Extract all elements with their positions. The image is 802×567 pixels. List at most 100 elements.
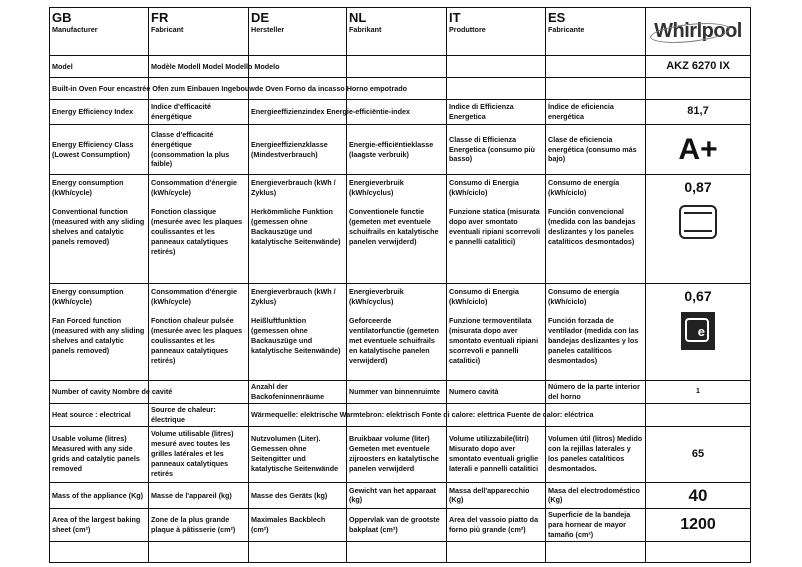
value-text: 1200 — [680, 516, 716, 534]
table-cell: Consumo de energía (kWh/ciclo) Función co… — [545, 174, 646, 284]
table-cell: Energieverbruik (kWh/cyclus) Geforceerde … — [346, 283, 447, 381]
table-cell — [545, 541, 646, 564]
value-cell: 0,67 e — [645, 283, 751, 381]
cell-text: Fonction chaleur pulsée (mesurée avec le… — [151, 315, 243, 365]
table-cell: Energieverbrauch (kWh / Zyklus) Herkömmli… — [248, 174, 347, 284]
cell-text: Model — [52, 61, 73, 71]
cell-text: Massa dell'apparecchio (Kg) — [449, 485, 530, 505]
table-cell: Masse des Geräts (kg) — [248, 481, 347, 510]
table-row: Model Modèle Modell Model Modello Modelo A… — [49, 55, 751, 78]
cell-text: Nummer van binnenruimte — [349, 386, 441, 396]
cell-text: Superficie de la bandeja para hornear de… — [548, 510, 631, 540]
value-cell: AKZ 6270 IX — [645, 55, 751, 78]
cell-text: Conventional function (measured with any… — [52, 206, 145, 246]
table-cell: Consumo de energía (kWh/ciclo) Función fo… — [545, 283, 646, 381]
value-text: 81,7 — [687, 105, 709, 118]
manufacturer-label: Fabricant — [151, 25, 184, 35]
cell-text: Numero cavità — [449, 386, 499, 396]
header-cell-gb: GB Manufacturer — [49, 7, 149, 56]
table-cell — [346, 541, 447, 564]
cell-text: Volume utilisable (litres) mesuré avec t… — [151, 429, 234, 479]
table-cell: Usable volume (litres) Measured with any… — [49, 425, 149, 483]
table-cell: Consumo di Energia (kWh/ciclo) Funzione s… — [446, 174, 546, 284]
table-cell: Indice di Efficienza Energetica — [446, 99, 546, 125]
table-cell: Massa dell'apparecchio (Kg) — [446, 481, 546, 510]
cell-text: Funzione termoventilata (misurata dopo a… — [449, 315, 539, 365]
table-cell: Number of cavity Nombre de cavité — [49, 380, 173, 404]
table-cell: Model — [49, 55, 149, 78]
cell-text: Bruikbaar volume (liter) Gemeten met eve… — [349, 434, 439, 474]
table-cell — [446, 55, 546, 78]
cell-text: Fan Forced function (measured with any s… — [52, 315, 145, 355]
table-cell: Energieverbrauch (kWh / Zyklus) Heißluftf… — [248, 283, 347, 381]
table-cell: Built-in Oven Four encastrée Ofen zum Ei… — [49, 77, 407, 100]
cell-text: Number of cavity Nombre de cavité — [52, 386, 173, 396]
table-cell: Zone de la plus grande plaque à pâtisser… — [148, 508, 249, 543]
value-cell: 81,7 — [645, 99, 751, 125]
table-row: Mass of the appliance (Kg) Masse de l'app… — [49, 481, 751, 510]
table-cell: Nutzvolumen (Liter). Gemessen ohne Seite… — [248, 425, 347, 483]
table-cell: Energie-efficiëntieklasse (laagste verbr… — [346, 124, 447, 175]
value-cell: 0,87 — [645, 174, 751, 284]
cell-text: Indice di Efficienza Energetica — [449, 102, 514, 121]
cell-text: Maximales Backblech (cm²) — [251, 515, 326, 535]
table-cell — [545, 55, 646, 78]
cell-text: Wärmequelle: elektrische Warmtebron: ele… — [251, 409, 594, 419]
language-code: GB — [52, 10, 72, 25]
table-cell: Energieverbruik (kWh/cyclus) Conventionel… — [346, 174, 447, 284]
language-code: NL — [349, 10, 367, 25]
value-cell — [645, 77, 751, 100]
cell-text: Energieverbrauch (kWh / Zyklus) — [251, 287, 336, 306]
table-cell: Classe d'efficacité énergétique (consomm… — [148, 124, 249, 175]
value-cell — [645, 541, 751, 564]
cell-text: Oppervlak van de grootste bakplaat (cm²) — [349, 515, 440, 535]
cell-text: Consumo di Energia (kWh/ciclo) — [449, 178, 519, 197]
manufacturer-label: Fabrikant — [349, 25, 382, 35]
table-cell: Indice d'efficacité énergétique — [148, 99, 249, 125]
conventional-oven-icon — [679, 205, 717, 240]
cell-text: Consommation d'énergie (kWh/cycle) — [151, 178, 237, 197]
cell-text: Energieverbruik (kWh/cyclus) — [349, 287, 404, 306]
cell-text: Energieeffizienzindex Energie-efficiënti… — [251, 107, 410, 117]
table-cell — [446, 77, 546, 100]
language-code: IT — [449, 10, 461, 25]
table-cell — [346, 55, 447, 78]
cell-text: Nutzvolumen (Liter). Gemessen ohne Seite… — [251, 434, 339, 474]
table-cell: Consommation d'énergie (kWh/cycle) Foncti… — [148, 283, 249, 381]
value-cell: 1200 — [645, 508, 751, 543]
cell-text: Masse des Geräts (kg) — [251, 490, 328, 500]
cell-text: Masse de l'appareil (kg) — [151, 490, 232, 500]
table-cell: Masse de l'appareil (kg) — [148, 481, 249, 510]
cell-text: Energy Efficiency Class (Lowest Consumpt… — [52, 139, 134, 159]
table-cell: Nummer van binnenruimte — [346, 380, 447, 404]
table-row: Usable volume (litres) Measured with any… — [49, 425, 751, 483]
table-cell: Energieeffizienzklasse (Mindestverbrauch… — [248, 124, 347, 175]
table-cell — [545, 77, 646, 100]
cell-text: Fonction classique (mesurée avec les pla… — [151, 206, 243, 256]
table-cell: Heat source : electrical — [49, 402, 149, 427]
value-cell: 65 — [645, 425, 751, 483]
header-cell-es: ES Fabricante — [545, 7, 646, 56]
cell-text: Heißluftfunktion (gemessen ohne Backausz… — [251, 315, 341, 355]
cell-text: Geforceerde ventilatorfunctie (gemeten m… — [349, 315, 439, 365]
table-cell: Wärmequelle: elektrische Warmtebron: ele… — [248, 402, 594, 427]
table-cell: Masa del electrodoméstico (Kg) — [545, 481, 646, 510]
cell-text: Energieverbrauch (kWh / Zyklus) — [251, 178, 336, 197]
fan-e-glyph: e — [685, 318, 709, 343]
whirlpool-logo: Whirlpool — [654, 18, 742, 46]
value-cell: 40 — [645, 481, 751, 510]
cell-text: Gewicht van het apparaat (kg) — [349, 485, 437, 505]
table-cell: Mass of the appliance (Kg) — [49, 481, 149, 510]
cell-text: Classe d'efficacité énergétique (consomm… — [151, 129, 230, 169]
header-cell-nl: NL Fabrikant — [346, 7, 447, 56]
table-cell: Anzahl der Backofeninnenräume — [248, 380, 347, 404]
cell-text: Energie-efficiëntieklasse (laagste verbr… — [349, 139, 434, 159]
table-cell: Modèle Modell Model Modello Modelo — [148, 55, 280, 78]
table-row: Energy consumption (kWh/cycle) Convention… — [49, 174, 751, 284]
table-cell: Energy consumption (kWh/cycle) Convention… — [49, 174, 149, 284]
header-cell-it: IT Produttore — [446, 7, 546, 56]
table-cell: Consommation d'énergie (kWh/cycle) Foncti… — [148, 174, 249, 284]
cell-text: Energy consumption (kWh/cycle) — [52, 178, 124, 197]
table-row: Energy Efficiency Index Indice d'efficaci… — [49, 99, 751, 125]
table-cell: Bruikbaar volume (liter) Gemeten met eve… — [346, 425, 447, 483]
